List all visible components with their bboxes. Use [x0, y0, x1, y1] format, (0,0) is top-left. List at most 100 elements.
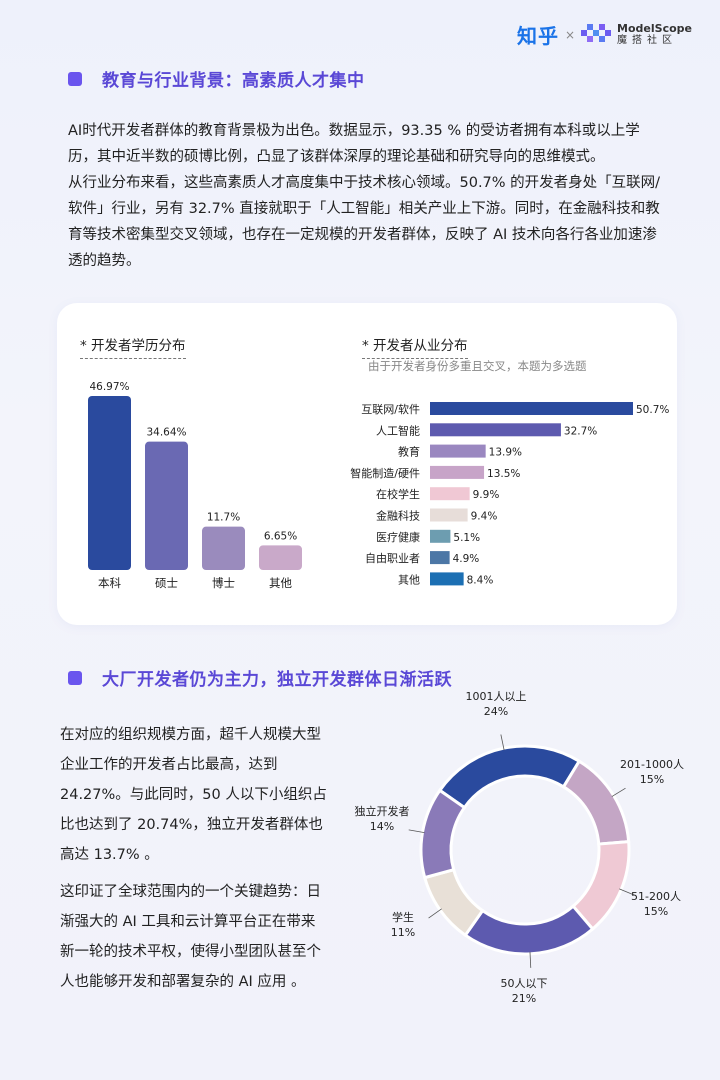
- paragraph-line: 企业工作的开发者占比最高，达到: [60, 757, 278, 773]
- industry-bar-value-label: 32.7%: [564, 425, 597, 437]
- section-bullet-icon: [68, 670, 82, 685]
- donut-category-label: 1001人以上: [466, 690, 527, 703]
- title-underline: [362, 358, 468, 359]
- education-bar-value-label: 46.97%: [89, 381, 129, 393]
- donut-category-label: 50人以下: [501, 977, 548, 990]
- industry-bar-value-label: 5.1%: [453, 532, 480, 544]
- paragraph-line: 透的趋势。: [68, 253, 141, 269]
- section-bullet-icon: [68, 71, 82, 86]
- education-bar-value-label: 34.64%: [146, 427, 186, 439]
- education-category-label: 硕士: [155, 576, 178, 590]
- section1-title-text: 教育与行业背景：高素质人才集中: [102, 71, 365, 91]
- donut-slice: [422, 867, 485, 938]
- section1-title: 教育与行业背景：高素质人才集中: [68, 66, 365, 91]
- donut-slice: [437, 744, 582, 810]
- donut-value-label: 21%: [512, 992, 536, 1005]
- industry-bar-value-label: 9.9%: [473, 489, 500, 501]
- donut-leader-line: [500, 734, 505, 751]
- paragraph-line: 新一轮的技术平权，使得小型团队甚至个: [60, 944, 321, 960]
- industry-chart-title-text: * 开发者从业分布: [362, 338, 468, 354]
- industry-bar: [430, 465, 485, 479]
- donut-leader-line: [619, 888, 635, 896]
- modelscope-wordmark: ModelScope 魔搭社区: [617, 23, 692, 46]
- industry-chart-title: * 开发者从业分布: [362, 334, 468, 359]
- education-chart-title: * 开发者学历分布: [80, 334, 186, 359]
- donut-category-label: 独立开发者: [355, 804, 410, 818]
- industry-bar: [430, 572, 464, 586]
- industry-bar: [430, 529, 451, 543]
- industry-category-label: 医疗健康: [376, 530, 420, 544]
- industry-category-label: 自由职业者: [365, 551, 420, 565]
- industry-category-label: 教育: [398, 445, 420, 459]
- industry-bar: [430, 487, 470, 501]
- zhihu-logo: 知乎: [516, 24, 559, 48]
- header-logos: 知乎 × ModelScope 魔搭社区: [517, 20, 692, 49]
- education-bar-value-label: 6.65%: [264, 530, 297, 542]
- paragraph-line: 育等技术密集型交叉领域，也存在一定规模的开发者群体，反映了 AI 技术向各行各业…: [68, 227, 657, 243]
- paragraph-line: 软件」行业，另有 32.7% 直接就职于「人工智能」相关产业上下游。同时，在金融…: [68, 201, 660, 217]
- modelscope-logo-icon: [581, 23, 612, 42]
- section2-paragraph2: 这印证了全球范围内的一个关键趋势：日 渐强大的 AI 工具和云计算平台正在带来 …: [60, 877, 350, 997]
- paragraph-line: 从行业分布来看，这些高素质人才高度集中于技术核心领域。50.7% 的开发者身处「…: [68, 175, 661, 191]
- donut-category-label: 学生: [392, 910, 414, 924]
- section1-paragraph: AI时代开发者群体的教育背景极为出色。数据显示，93.35 % 的受访者拥有本科…: [68, 118, 688, 274]
- industry-category-label: 金融科技: [376, 509, 420, 523]
- industry-bar-value-label: 13.9%: [489, 447, 522, 459]
- donut-value-label: 11%: [391, 926, 415, 939]
- modelscope-en: ModelScope: [617, 22, 692, 35]
- industry-bar-value-label: 8.4%: [467, 574, 494, 586]
- donut-leader-line: [611, 787, 626, 797]
- paragraph-line: 高达 13.7% 。: [60, 847, 159, 863]
- paragraph-line: 渐强大的 AI 工具和云计算平台正在带来: [60, 914, 316, 930]
- industry-category-label: 人工智能: [376, 423, 420, 437]
- donut-slice: [419, 788, 467, 880]
- education-bar: [259, 545, 302, 570]
- education-bar: [202, 526, 245, 570]
- section2-paragraph1: 在对应的组织规模方面，超千人规模大型 企业工作的开发者占比最高，达到 24.27…: [60, 720, 350, 870]
- paragraph-line: 人也能够开发和部署复杂的 AI 应用 。: [60, 974, 306, 990]
- industry-bar-value-label: 50.7%: [636, 404, 669, 416]
- education-category-label: 其他: [269, 576, 292, 590]
- industry-bar: [430, 402, 633, 415]
- paragraph-line: 历，其中近半数的硕博比例，凸显了该群体深厚的理论基础和研究导向的思维模式。: [68, 149, 605, 165]
- industry-bar: [430, 551, 450, 565]
- education-bar: [145, 441, 188, 570]
- paragraph-line: 24.27%。与此同时，50 人以下小组织占: [60, 787, 327, 803]
- title-underline: [80, 358, 186, 359]
- donut-value-label: 15%: [644, 905, 668, 918]
- education-bar: [88, 396, 131, 570]
- logo-separator: ×: [564, 27, 576, 42]
- section2-title: 大厂开发者仍为主力，独立开发群体日渐活跃: [68, 665, 452, 690]
- donut-category-label: 201-1000人: [620, 758, 684, 771]
- industry-category-label: 在校学生: [376, 487, 420, 501]
- industry-bar-value-label: 13.5%: [487, 468, 520, 480]
- section2-title-text: 大厂开发者仍为主力，独立开发群体日渐活跃: [102, 670, 452, 690]
- industry-category-label: 智能制造/硬件: [350, 466, 420, 480]
- paragraph-line: 比也达到了 20.74%，独立开发者群体也: [60, 817, 323, 833]
- education-chart-title-text: * 开发者学历分布: [80, 338, 186, 354]
- industry-bar: [430, 423, 561, 437]
- donut-value-label: 24%: [484, 705, 508, 718]
- donut-leader-line: [529, 951, 532, 968]
- paragraph-line: AI时代开发者群体的教育背景极为出色。数据显示，93.35 % 的受访者拥有本科…: [68, 123, 640, 139]
- industry-chart-subtitle: 由于开发者身份多重且交叉，本题为多选题: [368, 359, 587, 373]
- industry-bar: [430, 444, 486, 458]
- donut-slice: [463, 904, 595, 956]
- industry-category-label: 其他: [398, 573, 420, 586]
- industry-bar-value-label: 4.9%: [453, 553, 480, 565]
- donut-leader-line: [428, 908, 442, 919]
- donut-category-label: 51-200人: [631, 890, 681, 903]
- donut-value-label: 15%: [640, 773, 664, 786]
- donut-slice: [561, 759, 631, 846]
- industry-bar-value-label: 9.4%: [471, 511, 498, 523]
- education-bar-value-label: 11.7%: [207, 512, 240, 524]
- modelscope-cn: 魔搭社区: [617, 35, 678, 46]
- education-category-label: 本科: [98, 576, 121, 590]
- donut-leader-line: [408, 829, 425, 834]
- donut-value-label: 14%: [370, 820, 394, 833]
- paragraph-line: 在对应的组织规模方面，超千人规模大型: [60, 727, 321, 743]
- industry-category-label: 互联网/软件: [361, 402, 420, 416]
